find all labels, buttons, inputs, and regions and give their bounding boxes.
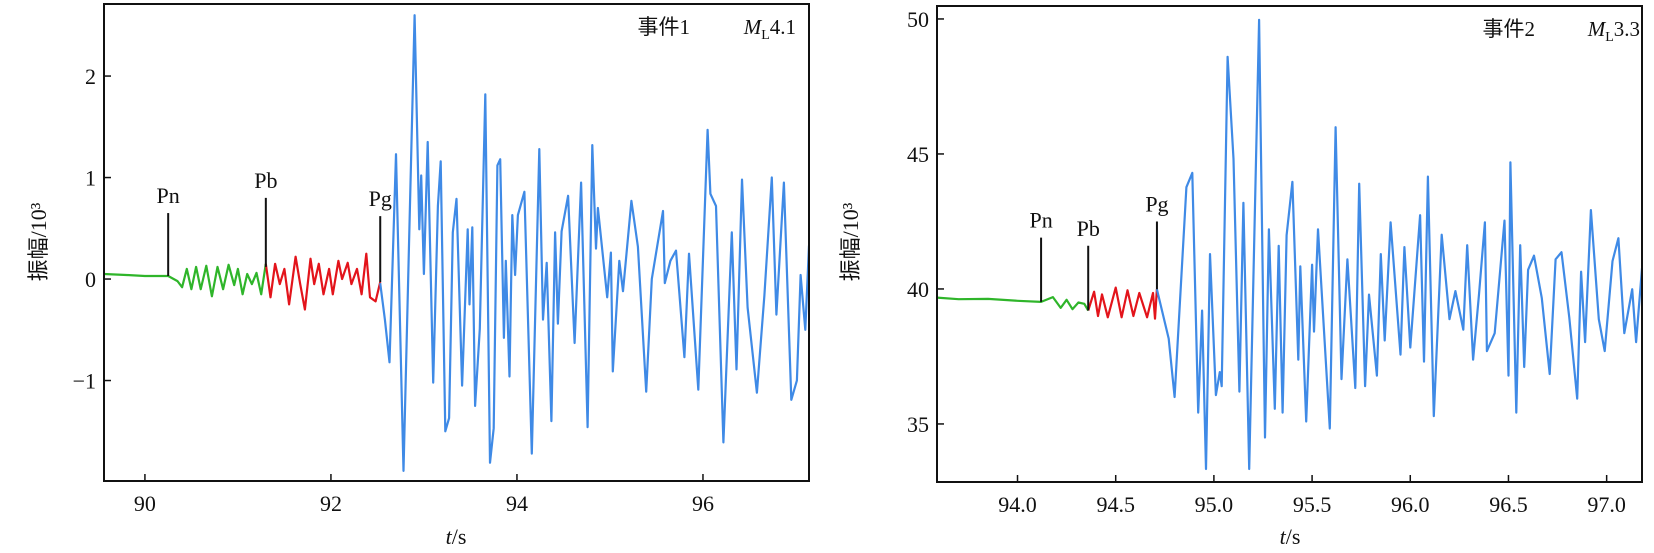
x-tick-label: 90 xyxy=(134,491,156,516)
x-tick-label: 95.5 xyxy=(1293,492,1332,517)
event-title: 事件1 xyxy=(638,15,691,39)
y-tick-label: 50 xyxy=(907,7,929,32)
x-tick-label: 94.0 xyxy=(998,492,1037,517)
magnitude-label: ML4.1 xyxy=(743,15,796,43)
panel-event-2: 事件2 ML3.3 振幅/10³ t/s Pn Pb Pg 94.0 94.5 95.0 9… xyxy=(838,5,1643,549)
phase-label-pn: Pn xyxy=(1029,208,1052,233)
y-axis-label: 振幅/10³ xyxy=(26,202,51,281)
waveform-pn-to-pg xyxy=(264,252,382,311)
phase-label-pb: Pb xyxy=(1077,216,1100,241)
y-tick-label: 40 xyxy=(907,277,929,302)
y-tick-label: 2 xyxy=(85,64,96,89)
x-tick-label: 94 xyxy=(506,491,528,516)
panel-event-1: 事件1 ML4.1 振幅/10³ t/s Pn Pb Pg 90 92 94 96 −1 0 1 2 xyxy=(26,3,810,549)
phase-label-pb: Pb xyxy=(254,168,277,193)
x-tick-label: 97.0 xyxy=(1587,492,1626,517)
x-tick-label: 96 xyxy=(692,491,714,516)
y-tick-label: 45 xyxy=(907,142,929,167)
x-tick-label: 95.0 xyxy=(1195,492,1234,517)
magnitude-label: ML3.3 xyxy=(1587,17,1640,45)
waveform-pre-pn xyxy=(104,263,267,298)
x-tick-label: 92 xyxy=(320,491,342,516)
x-axis-label: t/s xyxy=(1280,524,1301,549)
x-tick-label: 96.0 xyxy=(1391,492,1430,517)
event-title: 事件2 xyxy=(1483,17,1536,41)
plot-frame xyxy=(103,3,810,482)
x-tick-label: 96.5 xyxy=(1489,492,1528,517)
waveform-pre-pn xyxy=(937,296,1090,312)
waveform-after-pg xyxy=(1155,18,1642,471)
phase-label-pg: Pg xyxy=(369,186,392,211)
y-tick-label: −1 xyxy=(73,369,96,394)
y-tick-label: 0 xyxy=(85,267,96,292)
x-axis-label: t/s xyxy=(446,524,467,549)
x-tick-label: 94.5 xyxy=(1096,492,1135,517)
y-tick-label: 35 xyxy=(907,412,929,437)
phase-label-pg: Pg xyxy=(1145,191,1168,216)
phase-label-pn: Pn xyxy=(157,183,180,208)
plot-frame xyxy=(936,5,1643,483)
y-tick-label: 1 xyxy=(85,166,96,191)
waveform-after-pg xyxy=(379,14,809,472)
y-axis-label: 振幅/10³ xyxy=(838,202,863,281)
waveform-pn-to-pg xyxy=(1087,286,1158,320)
